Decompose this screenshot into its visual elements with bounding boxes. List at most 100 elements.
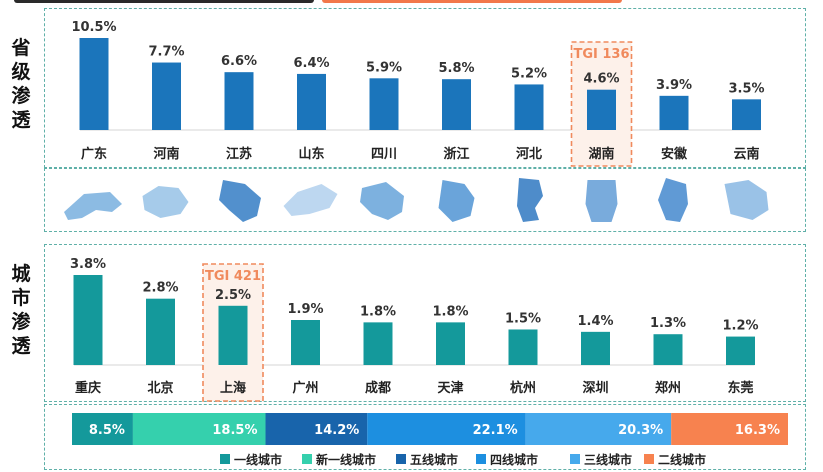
legend-swatch [570,454,580,464]
bar [732,99,761,130]
city-penetration-chart: 3.8% 重庆 2.8% 北京 TGI 421 2.5% 上海 1.9% 广州 1.8% 成都 1.8… [70,257,759,402]
province-maps-strip [64,178,769,222]
tier-segment-label: 16.3% [735,423,780,438]
bar [146,298,175,365]
bar [291,320,320,365]
bar-value-label: 5.2% [511,66,547,81]
category-label: 云南 [733,146,759,162]
category-label: 江苏 [226,146,252,162]
tier-segment [671,413,788,445]
category-label: 重庆 [75,380,101,396]
category-label: 广东 [81,146,107,162]
legend-swatch [220,454,230,464]
bar [587,89,616,130]
province-penetration-chart: 10.5% 广东 7.7% 河南 6.6% 江苏 6.4% 山东 5.9% 四川 5.8% 浙江 5.2… [71,20,765,167]
tier-segment [132,413,266,445]
tier-segment-label: 22.1% [473,423,518,438]
tier-segment-label: 20.3% [618,423,663,438]
bar-value-label: 7.7% [148,45,184,60]
bar-value-label: 3.8% [70,257,106,272]
category-label: 河南 [153,146,179,162]
city-tier-mix-panel [44,404,806,470]
legend-label: 五线城市 [410,452,458,467]
legend-swatch [476,454,486,464]
bar [653,334,683,365]
bar-value-label: 2.5% [215,288,251,303]
province-map-silhouette [283,184,338,216]
bar-value-label: 6.4% [293,56,329,71]
category-label: 天津 [437,380,463,396]
bar-value-label: 3.9% [656,78,692,93]
bar [442,79,471,130]
bar-value-label: 5.9% [366,60,402,75]
legend-label: 四线城市 [490,452,538,467]
bar [581,331,610,365]
category-label: 安徽 [661,146,688,162]
legend-swatch [396,454,406,464]
bar-value-label: 10.5% [71,20,116,35]
category-label: 郑州 [655,380,681,396]
tier-segment-label: 8.5% [89,423,125,438]
province-map-silhouette [585,180,618,222]
category-label: 湖南 [588,146,614,162]
province-panel [44,8,806,168]
province-maps-panel [44,168,806,232]
tier-segment-label: 18.5% [212,423,257,438]
bar-value-label: 1.2% [722,319,758,334]
bar [297,73,326,130]
legend-label: 三线城市 [584,452,632,467]
tier-segment [367,413,526,445]
province-map-silhouette [438,180,475,222]
province-map-silhouette [658,178,688,222]
bar-value-label: 1.9% [287,302,323,317]
tgi-label: TGI 421 [205,269,261,284]
bar [73,275,103,365]
category-label: 成都 [365,380,391,396]
province-map-silhouette [724,180,769,220]
legend-swatch [302,454,312,464]
bar [224,72,254,130]
legend-label: 新一线城市 [316,452,376,467]
legend-swatch [644,454,654,464]
category-label: 四川 [371,147,397,162]
province-map-silhouette [517,178,543,222]
bar [152,62,181,130]
tier-segment-label: 14.2% [314,423,359,438]
cut-off-title-strip [0,0,823,5]
bar-value-label: 1.4% [577,314,613,329]
tier-segment [265,413,368,445]
legend-label: 二线城市 [658,452,706,467]
province-map-silhouette [142,186,189,218]
bar [218,305,248,365]
city-panel [44,244,806,402]
bar [508,329,538,365]
bar [659,95,689,130]
city-side-label: 城市渗透 [11,263,31,357]
category-label: 北京 [147,380,173,396]
category-label: 上海 [220,380,246,396]
category-label: 广州 [292,380,318,396]
bar [369,78,399,130]
province-side-label: 省级渗透 [11,37,31,131]
category-label: 深圳 [582,380,608,396]
bar [79,38,109,130]
bar-value-label: 2.8% [142,281,178,296]
tier-segment [72,413,133,445]
bar-value-label: 1.8% [360,304,396,319]
bar-value-label: 1.5% [505,311,541,326]
bar-value-label: 5.8% [438,61,474,76]
bar [363,322,393,365]
category-label: 河北 [516,146,542,162]
province-map-silhouette [64,192,122,220]
bar [436,322,465,365]
province-map-silhouette [360,182,404,220]
bar-value-label: 4.6% [583,72,619,87]
bar-value-label: 6.6% [221,54,257,69]
bar-value-label: 3.5% [728,81,764,96]
bar [514,84,544,130]
city-tier-mix-chart: 8.5% 18.5% 14.2% 22.1% 20.3% 16.3% 一线城市 新一线城市 五线… [72,413,788,467]
legend-label: 一线城市 [234,452,282,467]
bar [726,336,755,365]
bar-value-label: 1.3% [650,316,686,331]
tier-segment [525,413,672,445]
